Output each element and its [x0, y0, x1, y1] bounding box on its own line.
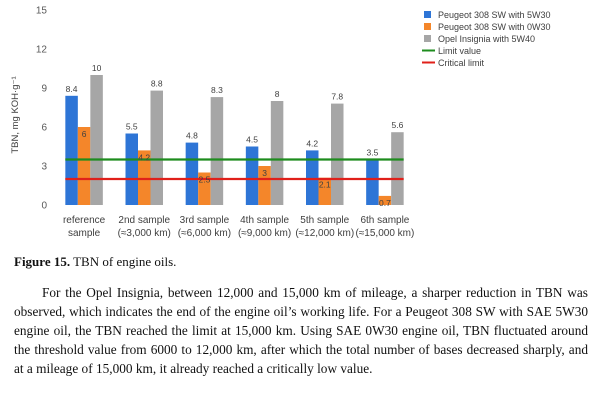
bar — [258, 166, 271, 205]
y-tick-label: 12 — [36, 45, 48, 56]
bar — [125, 133, 138, 205]
bar — [245, 146, 259, 205]
data-label: 3 — [262, 168, 267, 178]
x-tick-label: (≈6,000 km) — [178, 228, 231, 239]
y-tick-label: 15 — [36, 6, 48, 17]
reference-lines-layer: 8.4 5.5 4.8 4.5 4.2 3.5 6 4.2 2.5 3 2.1 0.7 10 8.8 8.3… — [65, 63, 404, 208]
bar — [150, 90, 163, 205]
x-tick-label: 4th sample — [240, 215, 289, 226]
bar — [366, 159, 379, 205]
y-axis: 0 3 6 9 12 15 — [36, 6, 48, 212]
bars-layer — [65, 75, 404, 205]
tbn-chart: 0 3 6 9 12 15 TBN, mg KOH·g⁻¹ 8.4 5.5 4.8 4.5 4.2… — [10, 6, 551, 240]
y-tick-label: 0 — [41, 201, 47, 212]
x-tick-label: 6th sample — [360, 215, 409, 226]
bar — [90, 75, 103, 205]
figure-caption: Figure 15. TBN of engine oils. — [14, 254, 594, 270]
data-label: 4.5 — [246, 135, 258, 145]
x-tick-label: 5th sample — [300, 215, 349, 226]
bar — [138, 150, 151, 205]
bar — [210, 97, 224, 205]
legend-swatch — [424, 11, 431, 18]
data-label: 4.8 — [186, 131, 198, 141]
x-tick-label: 3rd sample — [180, 215, 230, 226]
x-tick-label: (≈3,000 km) — [118, 228, 171, 239]
y-tick-label: 6 — [41, 123, 47, 134]
y-axis-title: TBN, mg KOH·g⁻¹ — [10, 76, 21, 153]
bar — [318, 177, 331, 205]
data-label: 8.3 — [211, 85, 223, 95]
data-label: 8 — [275, 89, 280, 99]
data-label: 6 — [82, 129, 87, 139]
data-label: 5.6 — [392, 120, 404, 130]
x-tick-label: sample — [68, 228, 101, 239]
bar — [198, 172, 211, 205]
bar — [270, 101, 284, 205]
bar — [378, 195, 392, 205]
data-label: 3.5 — [367, 148, 379, 158]
legend-swatch — [424, 23, 431, 30]
figure-caption-text: TBN of engine oils. — [73, 254, 177, 269]
bar — [185, 142, 199, 205]
y-tick-label: 3 — [41, 162, 47, 173]
y-tick-label: 9 — [41, 84, 47, 95]
legend-label: Opel Insignia with 5W40 — [438, 34, 535, 44]
bar — [391, 132, 404, 205]
legend: Peugeot 308 SW with 5W30 Peugeot 308 SW w… — [422, 10, 551, 68]
x-axis-labels: reference sample 2nd sample (≈3,000 km) 3rd … — [63, 215, 414, 239]
legend-label: Critical limit — [438, 58, 484, 68]
legend-label: Limit value — [438, 46, 481, 56]
data-label: 10 — [92, 63, 102, 73]
data-label: 2.1 — [319, 180, 331, 190]
x-tick-label: 2nd sample — [118, 215, 170, 226]
body-paragraph: For the Opel Insignia, between 12,000 an… — [14, 285, 588, 376]
data-label: 8.8 — [151, 79, 163, 89]
data-label: 0.7 — [379, 198, 391, 208]
x-tick-label: (≈9,000 km) — [238, 228, 291, 239]
bar — [77, 127, 91, 205]
x-tick-label: (≈15,000 km) — [355, 228, 414, 239]
legend-label: Peugeot 308 SW with 0W30 — [438, 22, 551, 32]
x-tick-label: reference — [63, 215, 106, 226]
x-tick-label: (≈12,000 km) — [295, 228, 354, 239]
legend-swatch — [424, 35, 431, 42]
data-label: 2.5 — [199, 175, 211, 185]
bar — [65, 95, 78, 205]
data-label: 7.8 — [331, 92, 343, 102]
bar — [306, 150, 319, 205]
figure-label: Figure 15. — [14, 254, 71, 269]
data-label: 4.2 — [306, 138, 318, 148]
data-label: 8.4 — [66, 84, 78, 94]
data-label: 4.2 — [138, 152, 150, 162]
bar — [331, 103, 344, 205]
legend-label: Peugeot 308 SW with 5W30 — [438, 10, 551, 20]
data-label: 5.5 — [126, 122, 138, 132]
